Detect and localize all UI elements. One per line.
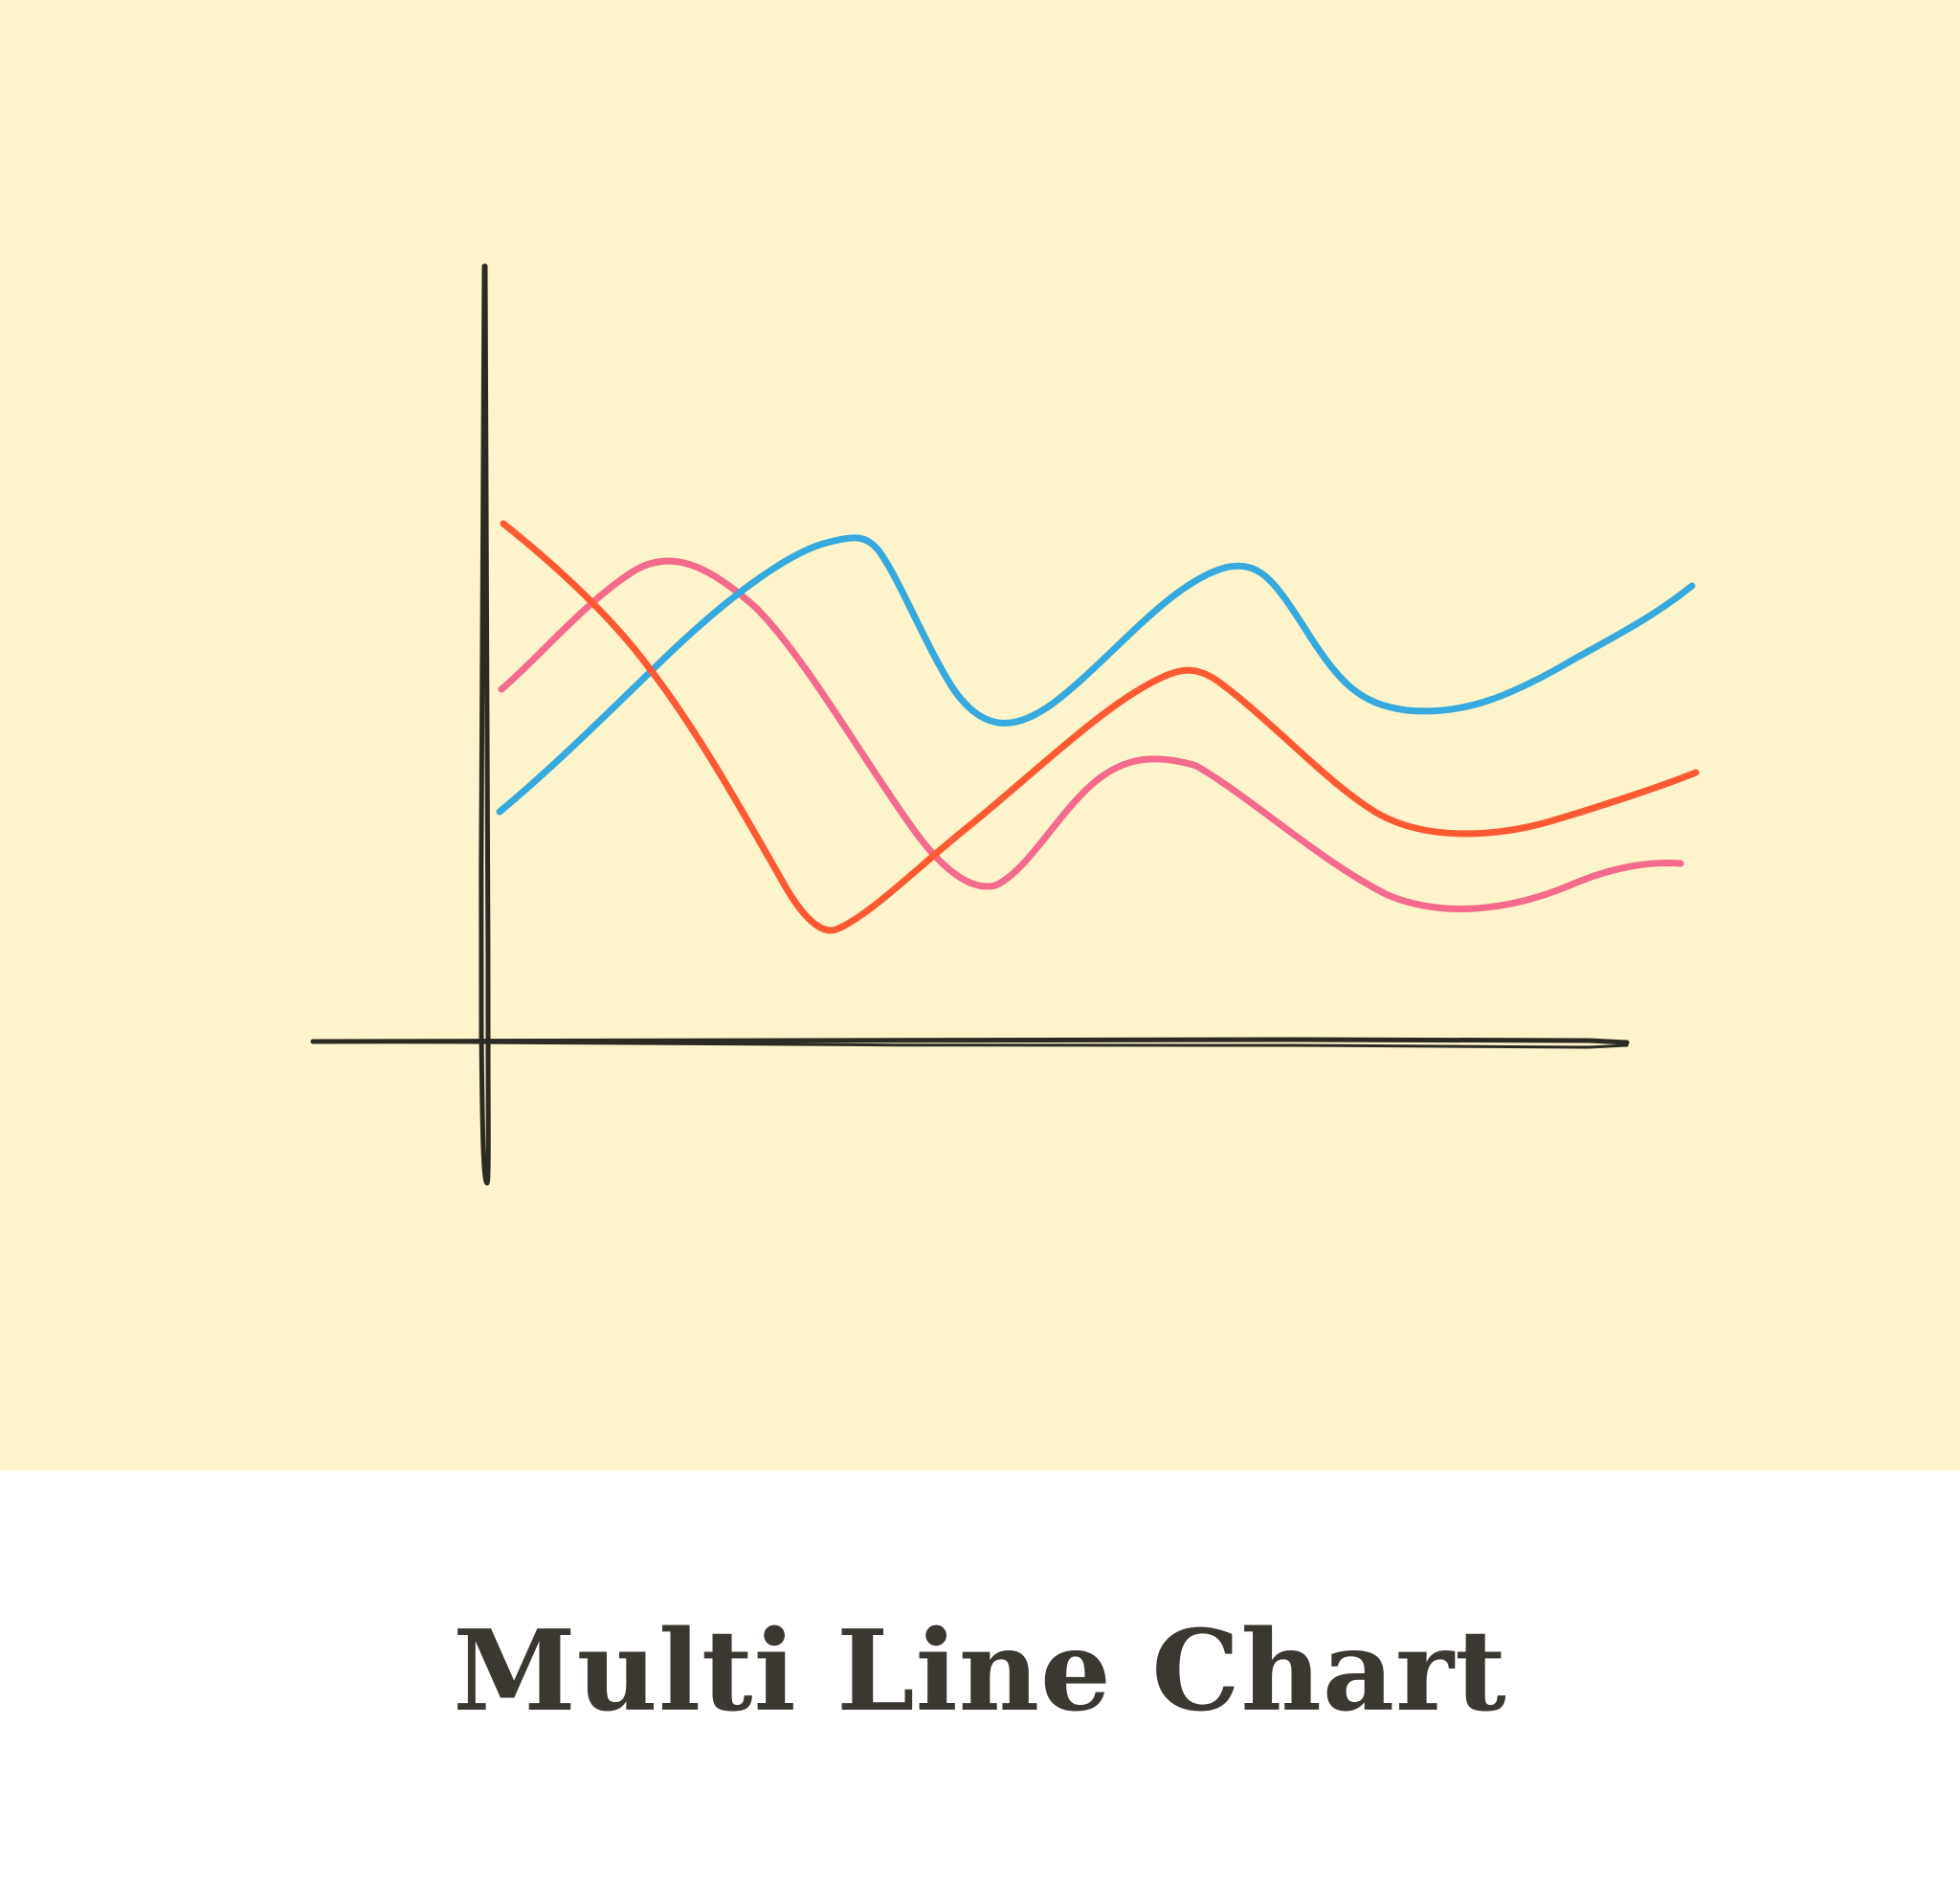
chart-title: Multi Line Chart xyxy=(453,1606,1507,1736)
caption-area: Multi Line Chart xyxy=(0,1470,1960,1882)
y-axis-line xyxy=(479,263,491,1186)
x-axis-line-lower xyxy=(311,1040,1629,1049)
panel-background xyxy=(0,0,1960,1470)
series-line-pink xyxy=(498,557,1684,912)
series-line-orange xyxy=(500,520,1700,934)
x-axis-line xyxy=(310,1037,1630,1045)
chart-svg xyxy=(0,0,1960,1470)
series-line-blue xyxy=(496,534,1696,816)
chart-illustration xyxy=(0,0,1960,1470)
